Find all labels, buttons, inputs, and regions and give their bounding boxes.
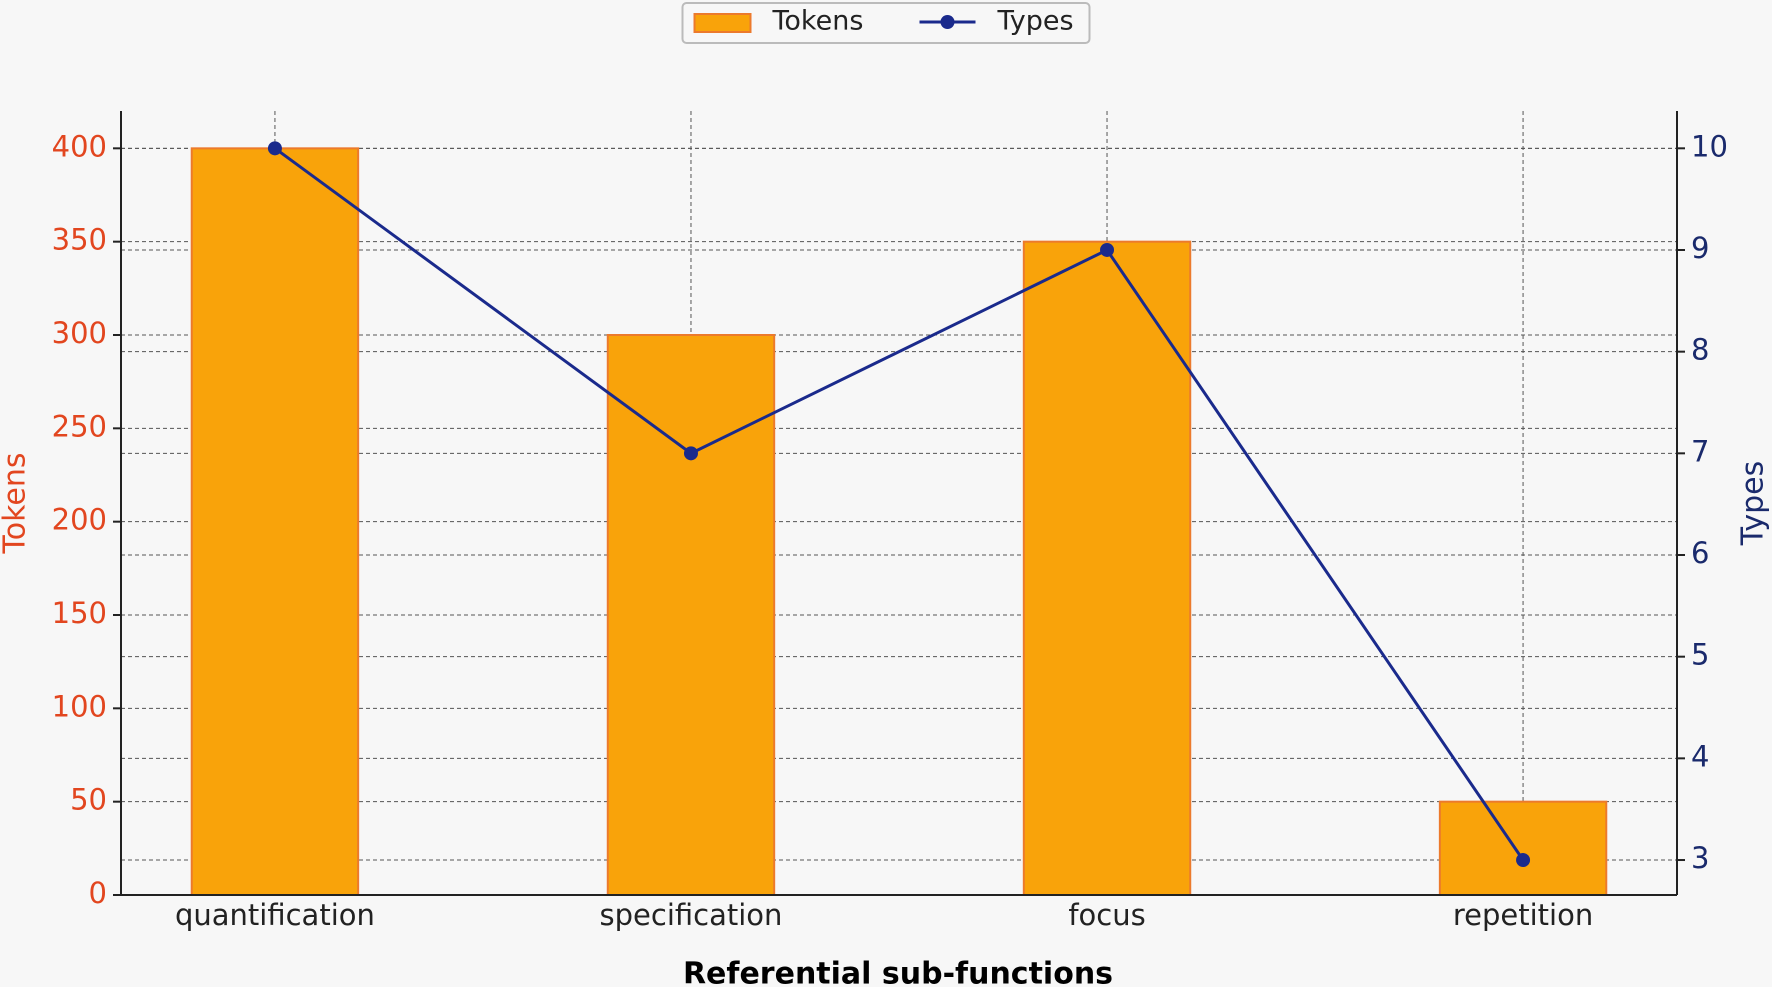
legend-label: Types <box>997 6 1074 37</box>
y2-tick-label: 3 <box>1691 841 1709 875</box>
y-tick-label: 100 <box>52 689 107 723</box>
x-tick-label: quantification <box>175 898 375 932</box>
y-tick-label: 0 <box>89 876 107 910</box>
y2-tick-label: 7 <box>1691 434 1709 468</box>
marker <box>1100 242 1115 257</box>
x-tick-label: focus <box>1068 898 1145 932</box>
marker <box>1516 853 1531 868</box>
x-tick-label: repetition <box>1453 898 1593 932</box>
y2-tick-label: 9 <box>1691 231 1709 265</box>
y-tick-label: 250 <box>52 409 107 443</box>
y-tick-label: 350 <box>52 223 107 257</box>
bar <box>606 334 776 896</box>
y2-tick-label: 10 <box>1691 129 1728 163</box>
y2-tick-label: 5 <box>1691 638 1709 672</box>
bar <box>1022 240 1192 896</box>
bar <box>1438 800 1608 897</box>
x-tick-label: specification <box>600 898 783 932</box>
bar <box>190 147 360 897</box>
line <box>274 147 1525 861</box>
y-tick-label: 400 <box>52 129 107 163</box>
y2-tick-label: 4 <box>1691 739 1709 773</box>
y-tick-label: 150 <box>52 596 107 630</box>
marker <box>683 446 698 461</box>
x-axis-title: Referential sub-functions <box>683 957 1113 987</box>
y-tick-label: 50 <box>70 783 107 817</box>
legend-swatch <box>940 15 955 29</box>
legend-swatch <box>693 13 752 33</box>
y-tick-label: 200 <box>52 503 107 537</box>
y2-axis-title: Types <box>1736 461 1771 547</box>
y-tick-label: 300 <box>52 316 107 350</box>
legend-box <box>681 2 1091 44</box>
marker <box>267 141 282 156</box>
y2-tick-label: 8 <box>1691 333 1709 367</box>
y-axis-title: Tokens <box>0 453 33 555</box>
legend-label: Tokens <box>772 6 864 37</box>
y2-tick-label: 6 <box>1691 536 1709 570</box>
